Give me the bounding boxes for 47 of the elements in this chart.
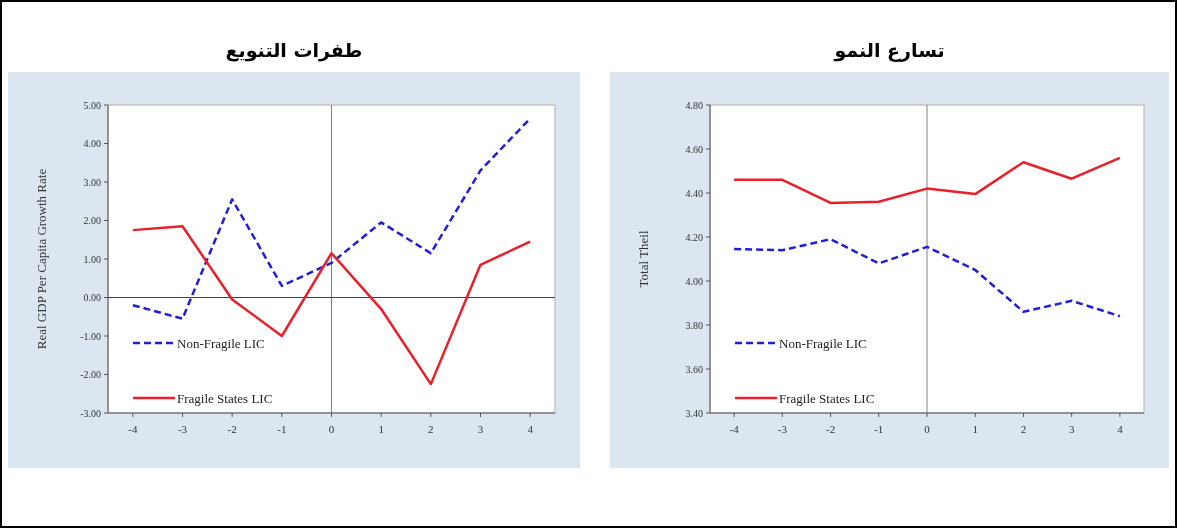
x-tick-label: 3 [477,423,484,435]
y-axis-title: Real GDP Per Capita Growth Rate [34,168,49,350]
y-tick-label: 4.40 [685,187,703,199]
y-tick-label: 4.20 [685,231,703,243]
y-tick-label: -1.00 [80,330,101,342]
chart-title: تسارع النمو [833,39,945,62]
x-tick-label: 0 [328,423,335,435]
x-tick-label: -2 [825,423,836,435]
x-tick-label: 1 [378,423,384,435]
x-tick-label: 4 [1117,423,1124,435]
x-tick-label: -4 [128,423,138,435]
y-axis-title: Total Theil [636,230,651,288]
y-tick-label: 4.60 [685,143,703,155]
y-tick-label: 4.00 [83,138,101,149]
y-tick-label: 5.00 [83,99,101,111]
x-tick-label: -1 [874,423,884,435]
y-tick-label: 3.60 [685,363,703,375]
y-tick-label: -2.00 [80,369,101,380]
x-tick-label: 2 [428,423,434,435]
y-tick-label: 3.40 [685,407,703,419]
y-tick-label: 0.00 [83,292,101,303]
x-tick-label: -4 [729,423,740,435]
chart-title: طفرات التنويع [225,39,363,62]
legend-label: Non-Fragile LIC [177,336,265,351]
y-tick-label: 3.80 [685,319,703,331]
x-tick-label: 0 [924,423,931,435]
line-series [732,156,1122,205]
line-series [131,225,532,386]
y-tick-label: 1.00 [83,253,101,265]
y-tick-label: 4.00 [685,275,703,287]
y-tick-label: 4.80 [685,99,703,111]
y-tick-label: 2.00 [83,215,101,226]
x-tick-label: -2 [227,423,237,435]
legend-label: Fragile States LIC [177,391,273,406]
legend-label: Non-Fragile LIC [779,336,867,351]
line-series [732,237,1122,318]
x-tick-label: 3 [1068,423,1075,435]
x-tick-label: 2 [1020,423,1027,435]
line-series [131,117,532,320]
x-tick-label: 4 [527,423,534,435]
x-tick-label: -1 [277,423,287,435]
y-tick-label: 3.00 [83,176,101,188]
x-tick-label: 1 [972,423,978,435]
x-tick-label: -3 [777,423,788,435]
y-tick-label: -3.00 [80,407,101,419]
legend-label: Fragile States LIC [779,391,875,406]
x-tick-label: -3 [177,423,188,435]
